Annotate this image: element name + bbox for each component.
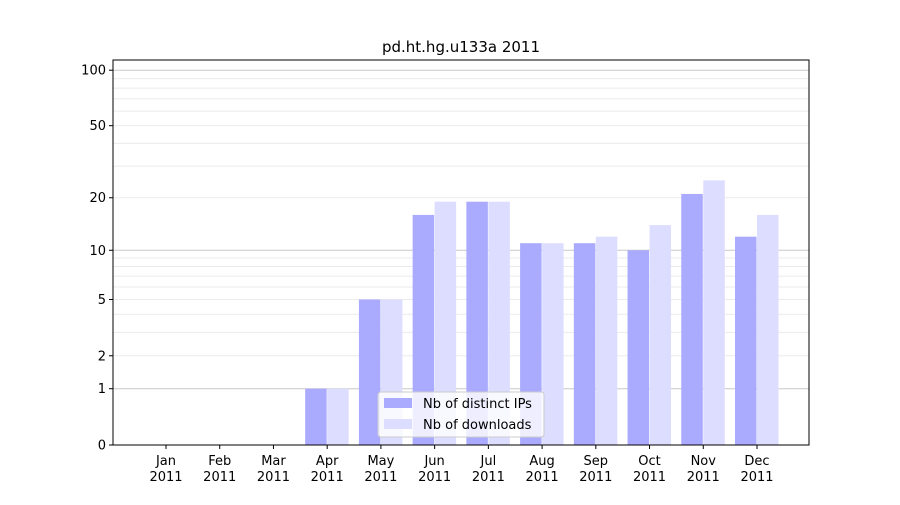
bar-distinct-ips (735, 236, 757, 445)
x-tick-label-line: 2011 (311, 470, 344, 485)
x-tick-label-line: Sep (584, 454, 609, 469)
x-tick-label-line: 2011 (364, 470, 397, 485)
x-tick-label-line: 2011 (149, 470, 182, 485)
bar-distinct-ips (305, 388, 327, 445)
x-tick-label-line: 2011 (526, 470, 559, 485)
x-tick-label: Aug 2011 (526, 454, 559, 485)
legend: Nb of distinct IPs Nb of downloads (377, 391, 545, 438)
x-tick-label-line: Oct (638, 454, 660, 469)
y-tick-label: 50 (89, 119, 106, 134)
bar-downloads (434, 201, 457, 445)
x-tick-label-line: 2011 (687, 470, 720, 485)
chart-title: pd.ht.hg.u133a 2011 (382, 38, 540, 56)
legend-swatch (384, 419, 412, 429)
bar-downloads (542, 243, 564, 445)
y-tick-label: 1 (98, 382, 106, 397)
x-tick-label: Dec 2011 (740, 454, 773, 485)
bar-distinct-ips (466, 201, 488, 445)
x-tick-label-line: 2011 (418, 470, 451, 485)
x-tick-label-line: May (367, 454, 394, 469)
x-tick-label: Sep 2011 (579, 454, 612, 485)
x-tick-label: Mar 2011 (257, 454, 290, 485)
x-tick-label-line: Aug (529, 454, 554, 469)
x-tick-label-line: Mar (261, 454, 286, 469)
x-tick-label: Oct 2011 (633, 454, 666, 485)
x-tick-label: Feb 2011 (203, 454, 236, 485)
x-tick-label-line: 2011 (579, 470, 612, 485)
y-tick-label: 100 (81, 64, 106, 79)
x-tick-label-line: 2011 (257, 470, 290, 485)
x-tick-label: May 2011 (364, 454, 397, 485)
y-tick-label: 10 (89, 244, 106, 259)
x-tick-label: Nov 2011 (687, 454, 720, 485)
x-tick-label-line: 2011 (203, 470, 236, 485)
y-tick-label: 5 (98, 293, 106, 308)
x-tick-label: Apr 2011 (311, 454, 344, 485)
x-tick-label: Jun 2011 (418, 454, 451, 485)
legend-label: Nb of downloads (423, 418, 532, 433)
plot-frame (112, 59, 810, 446)
bar-downloads (595, 236, 618, 445)
bar-downloads (649, 225, 672, 445)
bar-distinct-ips (412, 214, 435, 445)
x-tick-label-line: 2011 (633, 470, 666, 485)
legend-label: Nb of distinct IPs (423, 397, 532, 412)
x-tick-label-line: Nov (691, 454, 717, 469)
x-tick-label-line: Jan (155, 454, 176, 469)
x-tick-label-line: Jun (423, 454, 444, 469)
y-tick-label: 0 (98, 439, 106, 454)
x-tick-label: Jul 2011 (472, 454, 505, 485)
x-tick-label-line: Dec (744, 454, 769, 469)
bar-distinct-ips (627, 250, 650, 445)
legend-swatch (384, 398, 412, 408)
bar-downloads (488, 201, 510, 445)
y-tick-label: 20 (89, 191, 106, 206)
x-tick-label-line: Feb (208, 454, 231, 469)
x-tick-label: Jan 2011 (149, 454, 182, 485)
bar-distinct-ips (681, 193, 703, 445)
x-tick-label-line: 2011 (472, 470, 505, 485)
bar-distinct-ips (358, 299, 381, 445)
legend-box (377, 391, 545, 438)
bar-downloads (757, 214, 779, 445)
bar-downloads (703, 180, 725, 446)
bar-distinct-ips (573, 243, 596, 445)
x-tick-label-line: Jul (480, 454, 497, 469)
bar-downloads (327, 388, 349, 445)
x-tick-label-line: 2011 (740, 470, 773, 485)
y-tick-label: 2 (98, 349, 106, 364)
x-tick-label-line: Apr (316, 454, 339, 469)
